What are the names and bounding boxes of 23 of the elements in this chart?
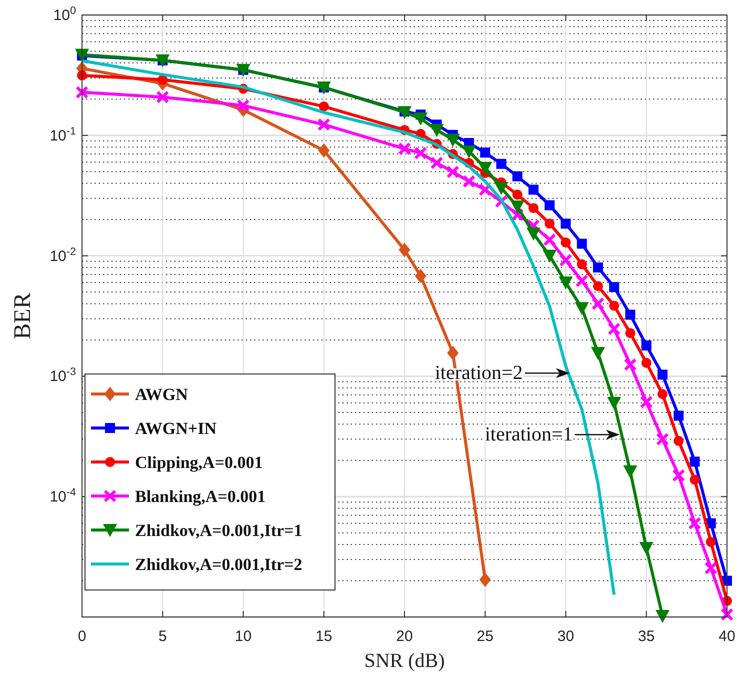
x-tick-label: 35 <box>638 628 655 645</box>
y-tick-label: 10$^{-2}$ <box>50 246 76 265</box>
legend-label: Clipping,A=0.001 <box>135 453 263 472</box>
x-tick-label: 10 <box>234 628 252 645</box>
y-tick-label: 10$^{-1}$ <box>50 125 76 144</box>
legend-label: Zhidkov,A=0.001,Itr=1 <box>135 521 302 540</box>
legend-label: AWGN+IN <box>135 419 218 438</box>
x-tick-label: 25 <box>476 628 494 645</box>
x-tick-label: 5 <box>158 628 167 645</box>
annotation: iteration=1 <box>484 424 573 446</box>
y-tick-label: 10$^{0}$ <box>53 5 76 24</box>
legend-label: Zhidkov,A=0.001,Itr=2 <box>135 555 302 574</box>
y-tick-label: 10$^{-3}$ <box>50 366 76 386</box>
y-tick-label: 10$^{-4}$ <box>50 486 76 506</box>
x-tick-label: 0 <box>78 628 86 645</box>
y-axis-title: BER <box>10 292 36 340</box>
legend-label: Blanking,A=0.001 <box>135 487 266 506</box>
x-axis-title: SNR (dB) <box>364 650 445 672</box>
x-tick-label: 15 <box>316 628 332 645</box>
x-tick-label: 20 <box>396 628 413 645</box>
x-tick-label: 40 <box>718 628 736 645</box>
legend-label: AWGN <box>135 385 189 404</box>
x-tick-label: 30 <box>557 628 574 645</box>
